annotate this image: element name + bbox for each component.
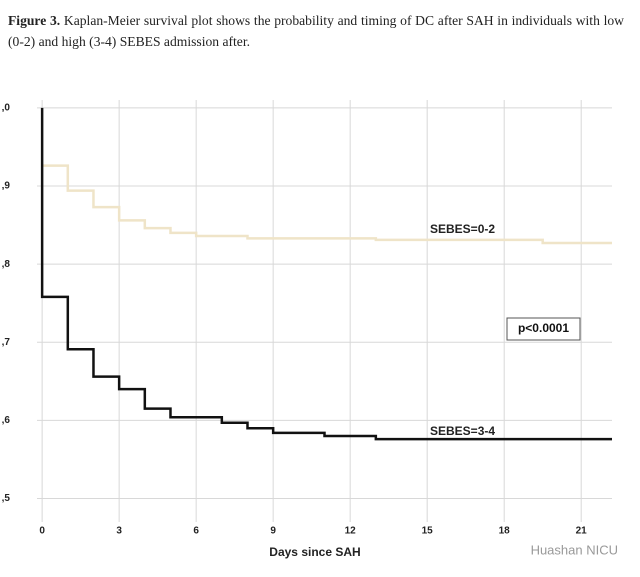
survival-curve <box>40 107 612 441</box>
x-tick-label: 18 <box>499 526 511 537</box>
x-tick-label: 6 <box>193 526 199 537</box>
series-label: SEBES=0-2 <box>430 222 495 236</box>
y-tick-label: ,5 <box>2 493 11 504</box>
survival-curve <box>42 164 612 245</box>
figure-label: Figure 3. <box>8 13 61 28</box>
chart-title: Kaplan-Meier survival plot shows the pro… <box>8 13 624 49</box>
x-tick-label: 3 <box>116 526 122 537</box>
y-tick-label: ,9 <box>2 181 11 192</box>
x-tick-label: 9 <box>270 526 276 537</box>
series-label: SEBES=3-4 <box>430 424 495 438</box>
annotation-box <box>506 317 581 341</box>
x-tick-label: 12 <box>345 526 357 537</box>
y-tick-label: ,7 <box>2 337 11 348</box>
x-tick-label: 21 <box>576 526 588 537</box>
y-tick-label: ,0 <box>2 102 11 113</box>
caption: Figure 3. Kaplan-Meier survival plot sho… <box>8 10 624 52</box>
x-axis-label: Days since SAH <box>269 545 360 559</box>
y-tick-label: ,6 <box>2 415 11 426</box>
x-tick-label: 15 <box>422 526 434 537</box>
y-tick-label: ,8 <box>2 259 11 270</box>
annotation: p<0.0001 <box>518 321 569 335</box>
x-tick-label: 0 <box>39 526 45 537</box>
watermark: Huashan NICU <box>531 542 618 557</box>
